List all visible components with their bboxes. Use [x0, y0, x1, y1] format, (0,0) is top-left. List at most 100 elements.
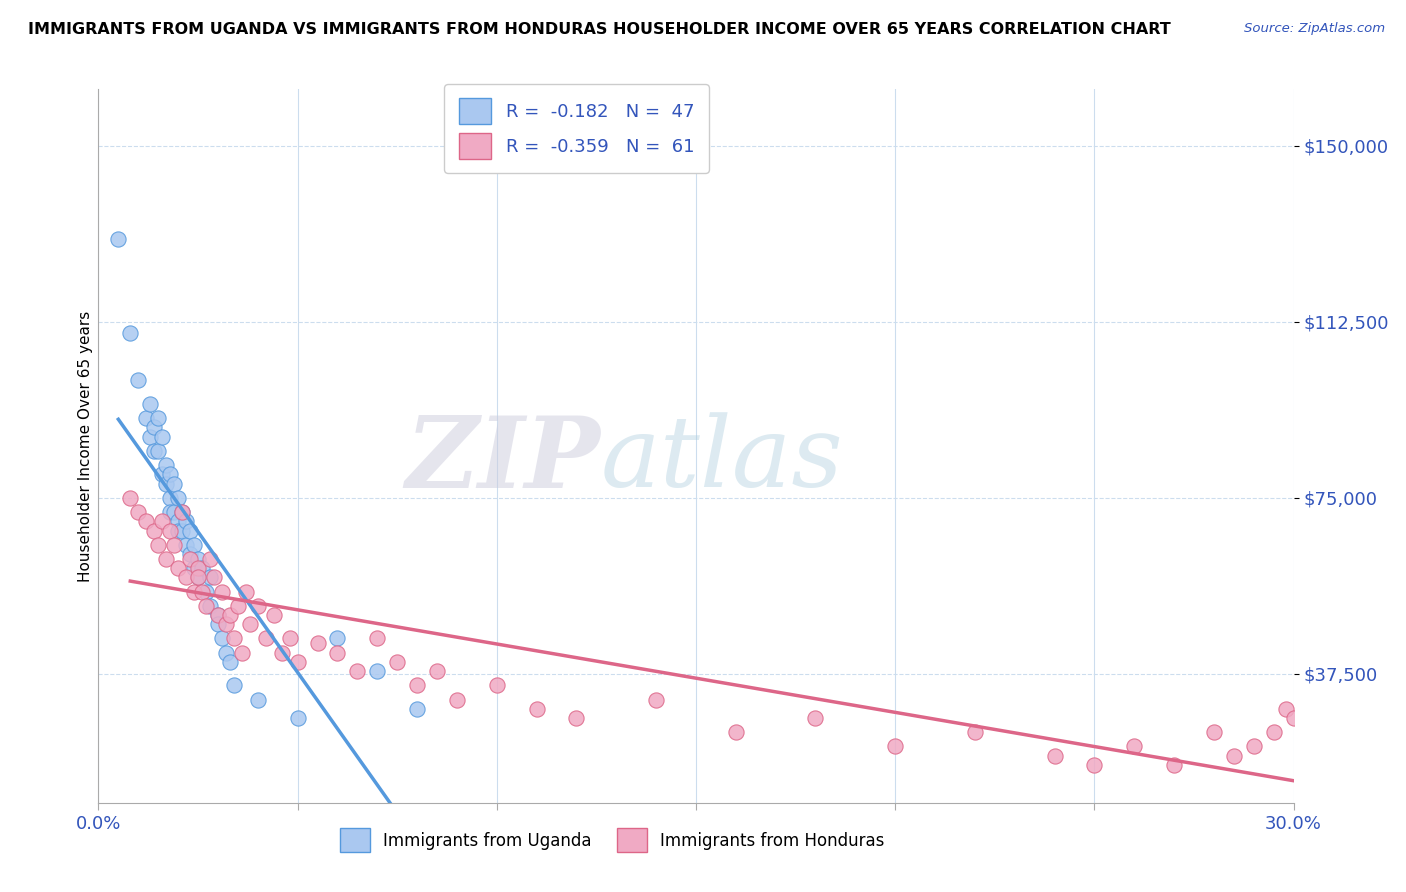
Point	[219, 607, 242, 622]
Y-axis label: Householder Income Over 65 years: Householder Income Over 65 years	[77, 310, 93, 582]
Legend: Immigrants from Uganda, Immigrants from Honduras: Immigrants from Uganda, Immigrants from …	[333, 822, 891, 859]
Point	[198, 570, 221, 584]
Point	[120, 326, 142, 341]
Point	[167, 561, 190, 575]
Point	[159, 524, 181, 538]
Point	[163, 538, 186, 552]
Point	[198, 551, 221, 566]
Point	[263, 607, 285, 622]
Point	[120, 491, 142, 505]
Point	[135, 410, 157, 425]
Point	[1123, 739, 1146, 754]
Point	[127, 373, 149, 387]
Point	[202, 570, 225, 584]
Point	[172, 505, 194, 519]
Point	[326, 632, 349, 646]
Point	[1243, 739, 1265, 754]
Point	[346, 665, 368, 679]
Point	[231, 646, 253, 660]
Point	[406, 702, 429, 716]
Point	[226, 599, 249, 613]
Point	[191, 584, 214, 599]
Point	[139, 429, 162, 443]
Point	[804, 711, 827, 725]
Point	[135, 514, 157, 528]
Point	[366, 632, 388, 646]
Point	[1043, 748, 1066, 763]
Point	[366, 665, 388, 679]
Point	[183, 561, 205, 575]
Point	[207, 607, 229, 622]
Point	[174, 538, 197, 552]
Point	[167, 514, 190, 528]
Point	[426, 665, 449, 679]
Point	[155, 551, 177, 566]
Point	[155, 476, 177, 491]
Point	[179, 547, 201, 561]
Point	[159, 467, 181, 482]
Point	[139, 397, 162, 411]
Point	[159, 505, 181, 519]
Point	[143, 524, 166, 538]
Point	[143, 443, 166, 458]
Point	[246, 692, 269, 706]
Point	[222, 632, 245, 646]
Point	[526, 702, 548, 716]
Point	[326, 646, 349, 660]
Point	[187, 561, 209, 575]
Point	[187, 551, 209, 566]
Point	[207, 607, 229, 622]
Point	[222, 678, 245, 692]
Point	[287, 655, 309, 669]
Point	[278, 632, 301, 646]
Point	[163, 505, 186, 519]
Point	[150, 429, 173, 443]
Point	[143, 420, 166, 434]
Point	[1263, 725, 1285, 739]
Point	[187, 570, 209, 584]
Point	[183, 584, 205, 599]
Point	[183, 538, 205, 552]
Point	[485, 678, 508, 692]
Point	[246, 599, 269, 613]
Point	[215, 617, 238, 632]
Point	[148, 410, 170, 425]
Point	[211, 584, 233, 599]
Point	[211, 632, 233, 646]
Text: IMMIGRANTS FROM UGANDA VS IMMIGRANTS FROM HONDURAS HOUSEHOLDER INCOME OVER 65 YE: IMMIGRANTS FROM UGANDA VS IMMIGRANTS FRO…	[28, 22, 1171, 37]
Point	[150, 467, 173, 482]
Point	[385, 655, 409, 669]
Point	[724, 725, 747, 739]
Point	[195, 599, 218, 613]
Point	[148, 538, 170, 552]
Point	[307, 636, 329, 650]
Point	[1282, 711, 1305, 725]
Point	[148, 443, 170, 458]
Point	[254, 632, 277, 646]
Point	[1083, 758, 1105, 772]
Text: atlas: atlas	[600, 413, 844, 508]
Point	[127, 505, 149, 519]
Point	[107, 232, 129, 246]
Point	[150, 514, 173, 528]
Point	[963, 725, 986, 739]
Point	[172, 505, 194, 519]
Point	[174, 570, 197, 584]
Point	[215, 646, 238, 660]
Point	[270, 646, 292, 660]
Point	[1163, 758, 1185, 772]
Point	[239, 617, 262, 632]
Point	[1223, 748, 1246, 763]
Point	[565, 711, 588, 725]
Point	[167, 524, 190, 538]
Point	[172, 524, 194, 538]
Point	[446, 692, 468, 706]
Point	[167, 491, 190, 505]
Point	[195, 584, 218, 599]
Point	[645, 692, 668, 706]
Point	[159, 491, 181, 505]
Point	[179, 551, 201, 566]
Point	[191, 561, 214, 575]
Point	[174, 514, 197, 528]
Point	[406, 678, 429, 692]
